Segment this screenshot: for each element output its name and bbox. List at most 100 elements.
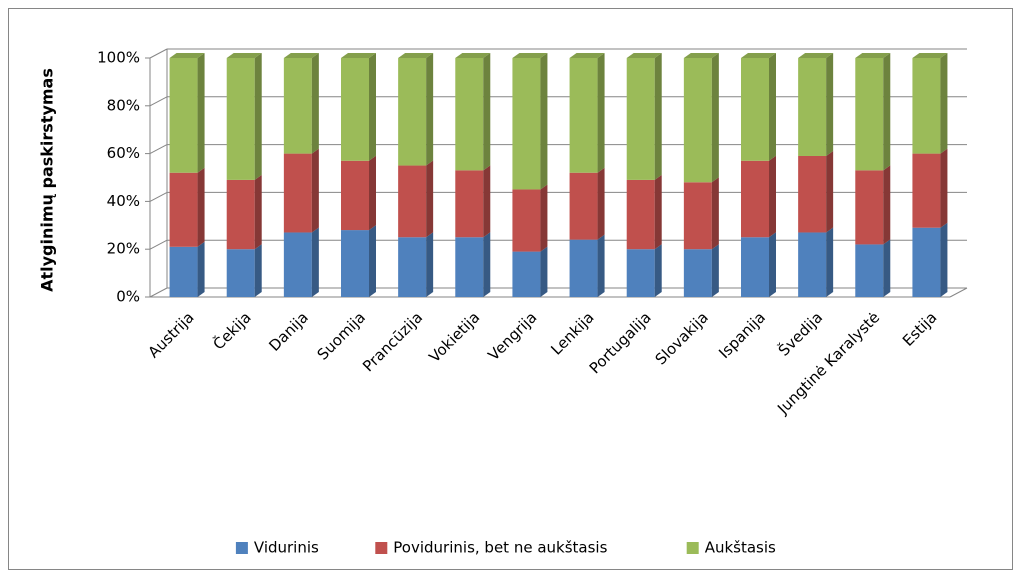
bar-side xyxy=(711,244,719,297)
bar-side xyxy=(483,165,491,238)
bar-segment xyxy=(283,232,312,297)
bar-side xyxy=(769,155,776,238)
bar-top xyxy=(683,53,719,58)
bar-segment xyxy=(569,172,598,240)
bar-segment xyxy=(855,58,884,171)
y-tick-label: 40% xyxy=(107,192,140,210)
bar-side xyxy=(197,53,205,173)
bar-segment xyxy=(398,165,427,238)
bar-side xyxy=(654,53,662,180)
bar-side xyxy=(483,232,491,297)
bar-segment xyxy=(683,249,712,297)
grid-diagonal xyxy=(149,144,168,155)
bar-top xyxy=(741,53,776,58)
bar-segment xyxy=(626,249,655,297)
bar-side xyxy=(940,53,948,154)
bar-segment xyxy=(855,170,884,245)
bar-side xyxy=(311,227,319,297)
bar-side xyxy=(940,222,948,297)
bar-side xyxy=(540,184,548,252)
bar-segment xyxy=(283,58,312,154)
bar-side xyxy=(654,244,662,297)
bar-side xyxy=(540,246,548,297)
bar-side xyxy=(254,53,262,180)
bar-segment xyxy=(398,237,427,297)
bar-side xyxy=(254,244,262,297)
legend-swatch xyxy=(686,542,699,554)
bar-segment xyxy=(455,170,484,238)
bar-side xyxy=(254,174,262,250)
bar-segment xyxy=(798,58,827,156)
bar-top xyxy=(798,53,834,58)
bar-segment xyxy=(341,58,369,161)
legend-label: Aukštasis xyxy=(705,539,776,557)
bar-top xyxy=(512,53,548,58)
bar-side xyxy=(883,239,891,297)
bar-segment xyxy=(912,58,941,154)
bar-segment xyxy=(226,179,255,250)
legend-swatch xyxy=(235,542,248,554)
bar-side xyxy=(426,232,434,297)
bar-side xyxy=(826,150,834,233)
bar-side xyxy=(426,53,434,166)
bar-side xyxy=(369,225,376,297)
bar-segment xyxy=(226,249,255,297)
bar-top xyxy=(341,53,376,58)
bar-segment xyxy=(741,237,769,297)
bar-segment xyxy=(855,244,884,297)
y-tick-label: 60% xyxy=(107,144,140,162)
bar-segment xyxy=(226,58,255,180)
bar-segment xyxy=(912,227,941,297)
bar-side xyxy=(197,241,205,297)
bar-segment xyxy=(341,160,369,231)
bar-top xyxy=(626,53,662,58)
bar-segment xyxy=(741,160,769,238)
bar-segment xyxy=(626,58,655,180)
bar-segment xyxy=(169,172,198,247)
bar-side xyxy=(597,167,605,240)
bar-segment xyxy=(512,251,541,297)
bar-side xyxy=(654,174,662,250)
bar-side xyxy=(883,53,891,171)
bar-segment xyxy=(741,58,769,161)
bar-side xyxy=(769,53,776,161)
bar-side xyxy=(540,53,548,190)
bar-side xyxy=(711,53,719,183)
bar-top xyxy=(226,53,262,58)
bar-segment xyxy=(683,182,712,250)
bar-segment xyxy=(683,58,712,183)
bar-side xyxy=(769,232,776,297)
bar-segment xyxy=(798,232,827,297)
legend-swatch xyxy=(375,542,388,554)
bar-side xyxy=(883,165,891,245)
grid-diagonal xyxy=(149,96,168,107)
bar-side xyxy=(426,160,434,238)
bar-segment xyxy=(912,153,941,228)
y-tick-label: 20% xyxy=(107,240,140,258)
grid-diagonal xyxy=(149,287,168,298)
bar-segment xyxy=(398,58,427,166)
bar-side xyxy=(826,227,834,297)
bar-top xyxy=(855,53,891,58)
bar-side xyxy=(369,155,376,231)
bar-segment xyxy=(341,230,369,297)
bar-segment xyxy=(798,155,827,233)
bar-segment xyxy=(512,189,541,252)
floor-line xyxy=(949,287,968,298)
bar-side xyxy=(826,53,834,156)
bar-segment xyxy=(283,153,312,233)
grid-diagonal xyxy=(149,48,168,59)
y-tick-label: 80% xyxy=(107,96,140,114)
bar-segment xyxy=(169,58,198,173)
y-axis-title: Atlyginimų paskirstymas xyxy=(38,68,57,292)
legend-label: Vidurinis xyxy=(254,539,319,557)
y-tick-label: 0% xyxy=(116,288,140,306)
bar-side xyxy=(311,148,319,233)
bar-segment xyxy=(512,58,541,190)
bar-top xyxy=(455,53,491,58)
y-tick-label: 100% xyxy=(97,49,140,67)
bar-side xyxy=(711,177,719,250)
bar-top xyxy=(569,53,605,58)
bar-top xyxy=(398,53,434,58)
